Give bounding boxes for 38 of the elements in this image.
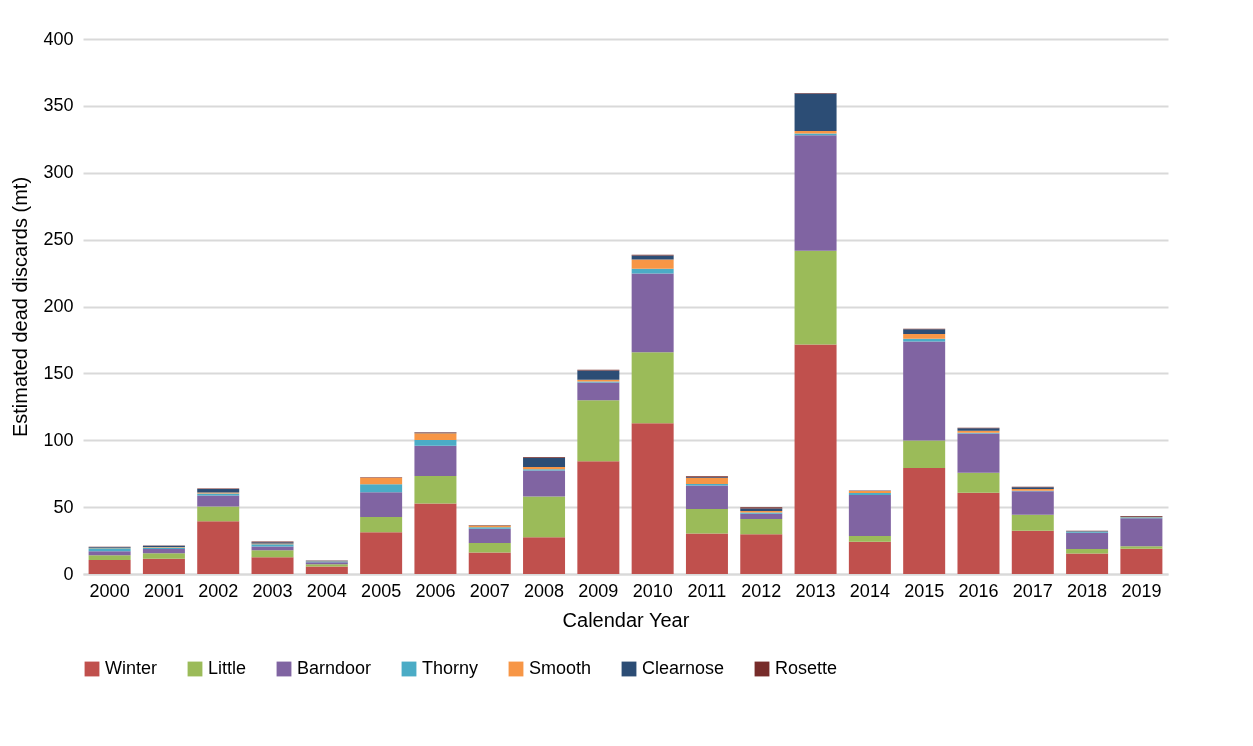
x-tick-label: 2000 xyxy=(89,580,130,601)
legend-label: Winter xyxy=(105,658,158,678)
x-tick-label: 2016 xyxy=(958,580,999,601)
x-tick-label: 2010 xyxy=(632,580,673,601)
x-tick-label: 2005 xyxy=(361,580,402,601)
y-tick-label: 350 xyxy=(43,95,74,116)
y-axis-title: Estimated dead discards (mt) xyxy=(9,176,32,438)
x-tick-label: 2013 xyxy=(795,580,836,601)
y-tick-label: 400 xyxy=(43,28,74,49)
y-tick-label: 100 xyxy=(43,429,74,450)
y-tick-label: 200 xyxy=(43,296,74,316)
y-tick-label: 150 xyxy=(43,362,74,383)
x-tick-label: 2002 xyxy=(198,580,239,601)
x-tick-label: 2006 xyxy=(415,580,456,601)
legend-label: Barndoor xyxy=(297,658,372,678)
x-tick-label: 2004 xyxy=(306,580,347,601)
x-axis-title: Calendar Year xyxy=(562,608,690,631)
y-tick-label: 250 xyxy=(43,229,74,250)
x-tick-label: 2003 xyxy=(252,580,293,601)
y-tick-label: 0 xyxy=(63,563,74,584)
y-tick-label: 50 xyxy=(53,496,74,517)
x-tick-label: 2009 xyxy=(578,580,619,601)
x-tick-label: 2008 xyxy=(524,580,565,601)
x-tick-label: 2019 xyxy=(1121,580,1162,601)
x-tick-label: 2011 xyxy=(687,580,727,601)
x-tick-label: 2012 xyxy=(741,580,782,601)
x-tick-label: 2017 xyxy=(1012,580,1053,601)
legend-label: Thorny xyxy=(422,658,479,678)
x-tick-label: 2018 xyxy=(1067,580,1108,601)
legend-label: Clearnose xyxy=(642,658,725,678)
legend-label: Little xyxy=(208,658,247,678)
legend-label: Rosette xyxy=(775,658,838,678)
x-tick-label: 2015 xyxy=(904,580,945,601)
x-tick-label: 2001 xyxy=(143,580,184,601)
legend-label: Smooth xyxy=(529,658,592,678)
y-tick-label: 300 xyxy=(43,162,74,183)
x-tick-label: 2014 xyxy=(849,580,890,601)
x-tick-label: 2007 xyxy=(469,580,510,601)
